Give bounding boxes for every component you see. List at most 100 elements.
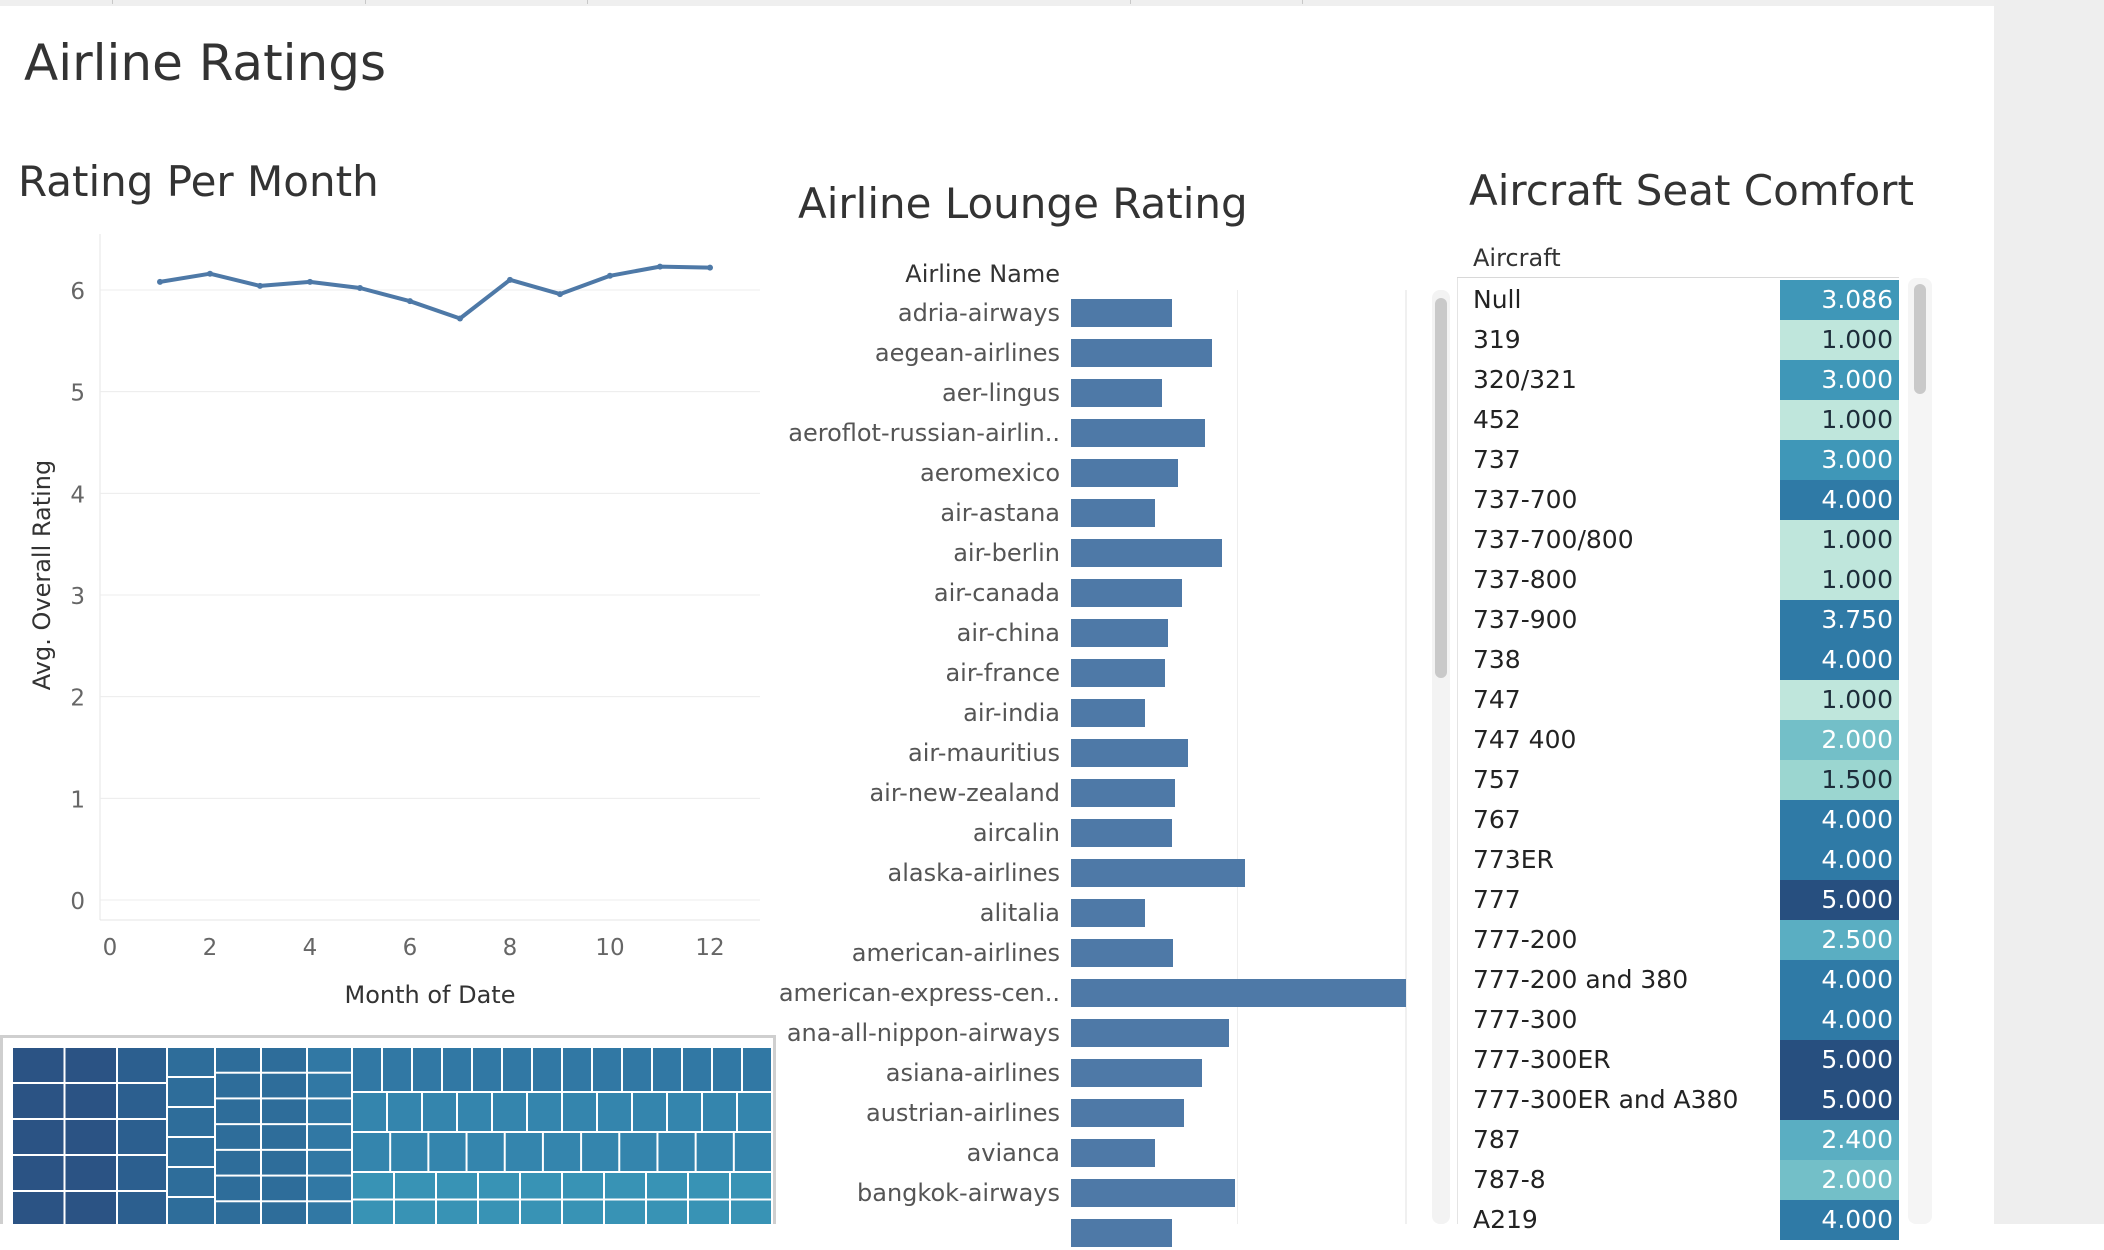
treemap-cell[interactable] bbox=[696, 1133, 733, 1171]
seat-aircraft-label[interactable]: 787-8 bbox=[1473, 1165, 1546, 1194]
treemap-cell[interactable] bbox=[118, 1084, 166, 1118]
treemap-cell[interactable] bbox=[168, 1198, 214, 1224]
treemap-cell[interactable] bbox=[605, 1173, 645, 1199]
seat-rating-cell[interactable]: 1.000 bbox=[1780, 320, 1899, 360]
treemap-cell[interactable] bbox=[689, 1200, 729, 1225]
seat-aircraft-label[interactable]: 320/321 bbox=[1473, 365, 1577, 394]
seat-aircraft-label[interactable]: 787 bbox=[1473, 1125, 1521, 1154]
treemap-cell[interactable] bbox=[395, 1200, 435, 1225]
lounge-bar[interactable] bbox=[1071, 539, 1222, 567]
treemap-cell[interactable] bbox=[598, 1093, 631, 1131]
treemap-cell[interactable] bbox=[216, 1099, 260, 1124]
treemap-cell[interactable] bbox=[503, 1048, 531, 1091]
treemap-cell[interactable] bbox=[216, 1202, 260, 1224]
lounge-bar[interactable] bbox=[1071, 779, 1175, 807]
rating-point[interactable] bbox=[257, 282, 263, 289]
seat-rating-cell[interactable]: 1.000 bbox=[1780, 560, 1899, 600]
lounge-bar[interactable] bbox=[1071, 459, 1179, 487]
treemap-cell[interactable] bbox=[563, 1093, 596, 1131]
lounge-bar[interactable] bbox=[1071, 339, 1212, 367]
lounge-bar[interactable] bbox=[1071, 939, 1173, 967]
treemap-cell[interactable] bbox=[563, 1173, 603, 1199]
lounge-bar[interactable] bbox=[1071, 619, 1169, 647]
treemap-cell[interactable] bbox=[308, 1099, 351, 1124]
seat-aircraft-label[interactable]: 737-800 bbox=[1473, 565, 1578, 594]
lounge-bar[interactable] bbox=[1071, 1099, 1184, 1127]
seat-rating-cell[interactable]: 4.000 bbox=[1780, 960, 1899, 1000]
treemap-cell[interactable] bbox=[65, 1156, 117, 1190]
treemap-cell[interactable] bbox=[118, 1048, 166, 1082]
treemap-cell[interactable] bbox=[593, 1048, 621, 1091]
treemap-cell[interactable] bbox=[703, 1093, 736, 1131]
seat-aircraft-label[interactable]: 747 bbox=[1473, 685, 1521, 714]
treemap-cell[interactable] bbox=[216, 1150, 260, 1175]
seat-rating-cell[interactable]: 3.000 bbox=[1780, 360, 1899, 400]
treemap-cell[interactable] bbox=[391, 1133, 428, 1171]
seat-aircraft-label[interactable]: 319 bbox=[1473, 325, 1521, 354]
treemap-cell[interactable] bbox=[353, 1133, 390, 1171]
treemap-cell[interactable] bbox=[563, 1200, 603, 1225]
treemap-cell[interactable] bbox=[647, 1173, 687, 1199]
treemap-cell[interactable] bbox=[308, 1125, 351, 1149]
treemap-cell[interactable] bbox=[543, 1133, 581, 1171]
seat-aircraft-label[interactable]: 777-300ER bbox=[1473, 1045, 1611, 1074]
rating-point[interactable] bbox=[207, 270, 213, 277]
treemap-cell[interactable] bbox=[479, 1173, 519, 1199]
treemap-cell[interactable] bbox=[13, 1156, 64, 1190]
treemap-cell[interactable] bbox=[633, 1093, 666, 1131]
treemap-cell[interactable] bbox=[731, 1200, 771, 1225]
seat-aircraft-label[interactable]: 737-900 bbox=[1473, 605, 1578, 634]
seat-rating-cell[interactable]: 3.750 bbox=[1780, 600, 1899, 640]
lounge-bar[interactable] bbox=[1071, 1019, 1229, 1047]
treemap-cell[interactable] bbox=[623, 1048, 651, 1091]
lounge-bar[interactable] bbox=[1071, 1139, 1155, 1167]
seat-aircraft-label[interactable]: 737-700 bbox=[1473, 485, 1578, 514]
treemap-cell[interactable] bbox=[262, 1073, 306, 1098]
seat-aircraft-label[interactable]: 777-200 bbox=[1473, 925, 1578, 954]
seat-aircraft-label[interactable]: 777-300ER and A380 bbox=[1473, 1085, 1739, 1114]
lounge-bar[interactable] bbox=[1071, 1179, 1236, 1207]
seat-rating-cell[interactable]: 4.000 bbox=[1780, 480, 1899, 520]
seat-rating-cell[interactable]: 1.000 bbox=[1780, 520, 1899, 560]
seat-aircraft-label[interactable]: 737-700/800 bbox=[1473, 525, 1634, 554]
treemap-cell[interactable] bbox=[353, 1200, 393, 1225]
rating-line[interactable] bbox=[159, 264, 711, 321]
rating-point[interactable] bbox=[157, 278, 163, 285]
treemap-cell[interactable] bbox=[713, 1048, 741, 1091]
seat-rating-cell[interactable]: 2.500 bbox=[1780, 920, 1899, 960]
treemap-cell[interactable] bbox=[262, 1048, 306, 1072]
lounge-bar[interactable] bbox=[1071, 699, 1145, 727]
treemap-cell[interactable] bbox=[262, 1125, 306, 1149]
lounge-bar[interactable] bbox=[1071, 299, 1172, 327]
rating-point[interactable] bbox=[557, 291, 563, 298]
treemap-cell[interactable] bbox=[605, 1200, 645, 1225]
treemap-panel[interactable] bbox=[0, 1035, 776, 1224]
seat-aircraft-label[interactable]: 757 bbox=[1473, 765, 1521, 794]
treemap-cell[interactable] bbox=[734, 1133, 771, 1171]
seat-rating-cell[interactable]: 4.000 bbox=[1780, 800, 1899, 840]
lounge-scrollbar[interactable] bbox=[1432, 290, 1450, 1224]
seat-rating-cell[interactable]: 4.000 bbox=[1780, 1000, 1899, 1040]
lounge-bar[interactable] bbox=[1071, 499, 1155, 527]
treemap-cell[interactable] bbox=[262, 1099, 306, 1124]
lounge-bar[interactable] bbox=[1071, 859, 1246, 887]
treemap-cell[interactable] bbox=[308, 1048, 351, 1072]
treemap-cell[interactable] bbox=[118, 1156, 166, 1190]
rating-point[interactable] bbox=[457, 315, 463, 322]
seat-aircraft-label[interactable]: 777-200 and 380 bbox=[1473, 965, 1689, 994]
lounge-bar[interactable] bbox=[1071, 1219, 1172, 1247]
lounge-bar[interactable] bbox=[1071, 1059, 1202, 1087]
treemap-cell[interactable] bbox=[528, 1093, 561, 1131]
treemap-cell[interactable] bbox=[216, 1048, 260, 1072]
treemap-cell[interactable] bbox=[168, 1138, 214, 1166]
seat-rating-cell[interactable]: 2.000 bbox=[1780, 720, 1899, 760]
treemap-cell[interactable] bbox=[353, 1093, 386, 1131]
rating-point[interactable] bbox=[307, 278, 313, 285]
seat-rating-cell[interactable]: 3.000 bbox=[1780, 440, 1899, 480]
treemap-cell[interactable] bbox=[437, 1173, 477, 1199]
lounge-scroll-thumb[interactable] bbox=[1435, 298, 1447, 678]
seat-rating-cell[interactable]: 1.000 bbox=[1780, 400, 1899, 440]
treemap-cell[interactable] bbox=[216, 1125, 260, 1149]
seat-aircraft-label[interactable]: 777 bbox=[1473, 885, 1521, 914]
treemap-cell[interactable] bbox=[683, 1048, 711, 1091]
